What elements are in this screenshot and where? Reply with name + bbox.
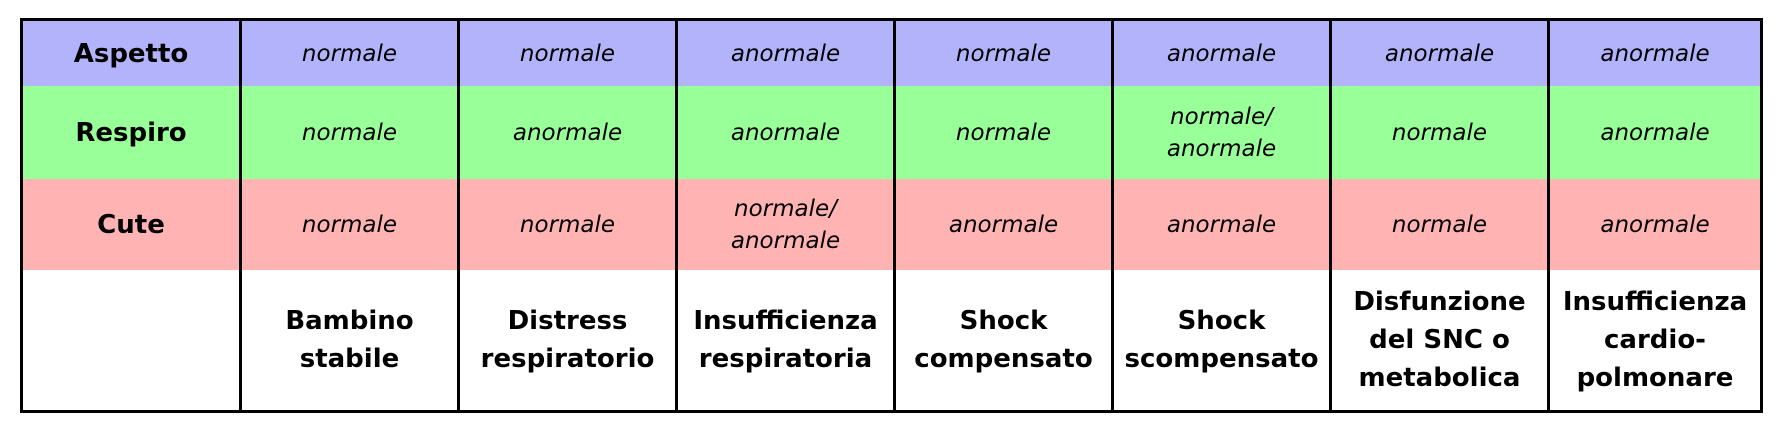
cell-value: normale/ anormale <box>730 195 841 254</box>
outcome-label: Shock compensato <box>914 306 1093 374</box>
outcome-cell-2: Distress respiratorio <box>457 270 675 410</box>
cell-value: anormale <box>1166 40 1277 67</box>
cell-value: normale <box>955 40 1052 67</box>
cell-cute-4: anormale <box>893 179 1111 270</box>
cell-respiro-4: normale <box>893 86 1111 179</box>
cell-value: normale <box>519 40 616 67</box>
outcome-cell-6: Disfunzione del SNC o metabolica <box>1329 270 1547 410</box>
cell-aspetto-2: normale <box>457 21 675 86</box>
outcome-label: Shock scompensato <box>1124 306 1319 374</box>
assessment-triangle-table: Aspetto normale normale anormale normale… <box>20 18 1763 413</box>
row-header-cute: Cute <box>23 179 239 270</box>
cell-value: anormale <box>1600 211 1710 238</box>
outcome-label: Insufficienza respiratoria <box>693 306 878 374</box>
row-header-label: Respiro <box>75 117 187 148</box>
cell-respiro-6: normale <box>1329 86 1547 179</box>
outcome-label: Insufficienza cardio- polmonare <box>1562 287 1748 393</box>
cell-value: normale <box>301 40 398 67</box>
cell-cute-2: normale <box>457 179 675 270</box>
cell-value: anormale <box>1600 40 1710 67</box>
cell-aspetto-5: anormale <box>1111 21 1329 86</box>
cell-aspetto-7: anormale <box>1547 21 1760 86</box>
outcome-label: Bambino stabile <box>285 306 414 374</box>
cell-aspetto-3: anormale <box>675 21 893 86</box>
cell-value: anormale <box>1384 40 1495 67</box>
row-header-aspetto: Aspetto <box>23 21 239 86</box>
cell-aspetto-6: anormale <box>1329 21 1547 86</box>
cell-cute-1: normale <box>239 179 457 270</box>
cell-cute-6: normale <box>1329 179 1547 270</box>
cell-value: normale <box>301 211 398 238</box>
row-header-respiro: Respiro <box>23 86 239 179</box>
outcome-cell-5: Shock scompensato <box>1111 270 1329 410</box>
cell-cute-3: normale/ anormale <box>675 179 893 270</box>
cell-value: normale <box>301 119 398 146</box>
outcome-label: Distress respiratorio <box>480 306 655 374</box>
cell-value: normale/ anormale <box>1166 103 1277 162</box>
cell-aspetto-1: normale <box>239 21 457 86</box>
cell-value: anormale <box>948 211 1059 238</box>
outcome-cell-7: Insufficienza cardio- polmonare <box>1547 270 1760 410</box>
cell-cute-7: anormale <box>1547 179 1760 270</box>
outcome-cell-3: Insufficienza respiratoria <box>675 270 893 410</box>
outcome-cell-1: Bambino stabile <box>239 270 457 410</box>
cell-value: anormale <box>730 119 841 146</box>
cell-value: normale <box>519 211 616 238</box>
cell-respiro-1: normale <box>239 86 457 179</box>
cell-value: normale <box>1391 211 1488 238</box>
cell-respiro-5: normale/ anormale <box>1111 86 1329 179</box>
cell-respiro-2: anormale <box>457 86 675 179</box>
row-header-label: Aspetto <box>73 38 189 69</box>
cell-value: anormale <box>512 119 623 146</box>
cell-value: normale <box>1391 119 1488 146</box>
cell-cute-5: anormale <box>1111 179 1329 270</box>
cell-value: normale <box>955 119 1052 146</box>
outcome-cell-4: Shock compensato <box>893 270 1111 410</box>
row-header-label: Cute <box>97 209 165 240</box>
cell-value: anormale <box>1166 211 1277 238</box>
cell-respiro-7: anormale <box>1547 86 1760 179</box>
cell-value: anormale <box>1600 119 1710 146</box>
empty-corner-cell <box>23 270 239 410</box>
outcome-label: Disfunzione del SNC o metabolica <box>1353 287 1526 393</box>
cell-respiro-3: anormale <box>675 86 893 179</box>
cell-value: anormale <box>730 40 841 67</box>
cell-aspetto-4: normale <box>893 21 1111 86</box>
